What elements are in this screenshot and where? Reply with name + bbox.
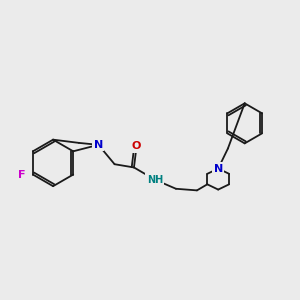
Text: O: O [132,141,141,152]
Text: N: N [94,140,103,150]
Text: N: N [214,164,223,174]
Text: NH: NH [147,175,163,185]
Text: F: F [18,169,26,180]
